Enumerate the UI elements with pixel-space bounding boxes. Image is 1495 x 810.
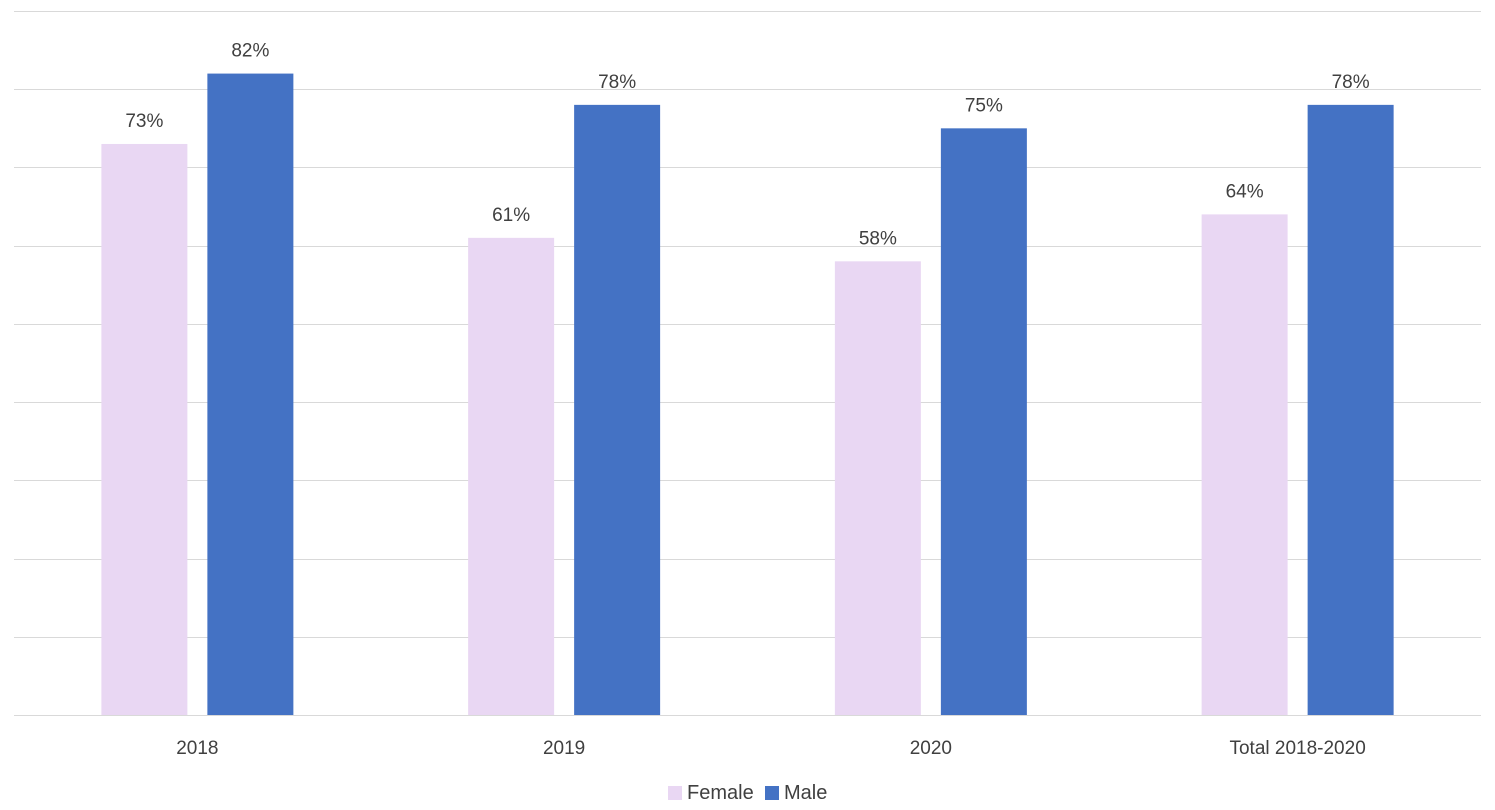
- x-tick-labels: 2018 2019 2020 Total 2018-2020: [176, 738, 1366, 759]
- legend-swatch-male: [765, 786, 779, 800]
- data-label-male-3: 75%: [965, 95, 1003, 116]
- data-label-male-1: 82%: [231, 41, 269, 62]
- bar-male-2: [574, 104, 661, 715]
- data-label-female-4: 64%: [1226, 181, 1264, 202]
- legend-label-female: Female: [687, 782, 754, 804]
- bar-female-3: [834, 261, 921, 715]
- bar-female-1: [101, 143, 188, 715]
- legend: Female Male: [668, 782, 827, 804]
- x-tick-label: 2020: [910, 738, 952, 759]
- data-label-male-2: 78%: [598, 72, 636, 93]
- bar-male-3: [940, 128, 1027, 716]
- bar-male-1: [207, 73, 294, 716]
- x-tick-label: Total 2018-2020: [1229, 738, 1365, 759]
- bar-male-4: [1307, 104, 1394, 715]
- bar-female-2: [468, 237, 555, 715]
- legend-label-male: Male: [784, 782, 827, 804]
- bars: [101, 73, 1394, 716]
- data-label-female-3: 58%: [859, 228, 897, 249]
- legend-swatch-female: [668, 786, 682, 800]
- data-label-female-2: 61%: [492, 205, 530, 226]
- x-tick-label: 2019: [543, 738, 585, 759]
- data-label-female-1: 73%: [125, 111, 163, 132]
- x-tick-label: 2018: [176, 738, 218, 759]
- data-labels: 73% 82% 61% 78% 58% 75% 64% 78%: [125, 41, 1369, 250]
- data-label-male-4: 78%: [1332, 72, 1370, 93]
- bar-female-4: [1201, 214, 1288, 715]
